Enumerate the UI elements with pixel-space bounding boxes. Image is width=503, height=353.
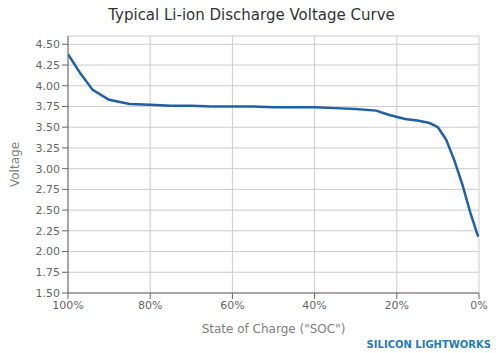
svg-text:3.75: 3.75: [36, 100, 61, 113]
svg-text:60%: 60%: [220, 299, 244, 312]
svg-text:3.25: 3.25: [36, 142, 61, 155]
svg-text:100%: 100%: [52, 299, 83, 312]
svg-text:0%: 0%: [470, 299, 487, 312]
svg-text:State of Charge ("SOC"): State of Charge ("SOC"): [202, 322, 346, 336]
svg-text:40%: 40%: [302, 299, 326, 312]
svg-text:1.75: 1.75: [36, 266, 61, 279]
svg-text:3.50: 3.50: [36, 121, 61, 134]
html-text:SILICON LIGHTWORKS: SILICON LIGHTWORKS: [366, 339, 491, 350]
svg-text:1.50: 1.50: [36, 287, 61, 300]
svg-text:2.75: 2.75: [36, 183, 61, 196]
svg-text:2.50: 2.50: [36, 204, 61, 217]
svg-text:4.25: 4.25: [36, 59, 61, 72]
html-text:Typical Li-ion Discharge Volta: Typical Li-ion Discharge Voltage Curve: [108, 6, 395, 24]
svg-text:2.00: 2.00: [36, 245, 61, 258]
svg-text:80%: 80%: [138, 299, 162, 312]
svg-text:2.25: 2.25: [36, 225, 61, 238]
svg-text:20%: 20%: [385, 299, 409, 312]
svg-text:3.00: 3.00: [36, 163, 61, 176]
svg-text:4.50: 4.50: [36, 38, 61, 51]
svg-text:Voltage: Voltage: [8, 142, 22, 187]
svg-text:4.00: 4.00: [36, 80, 61, 93]
